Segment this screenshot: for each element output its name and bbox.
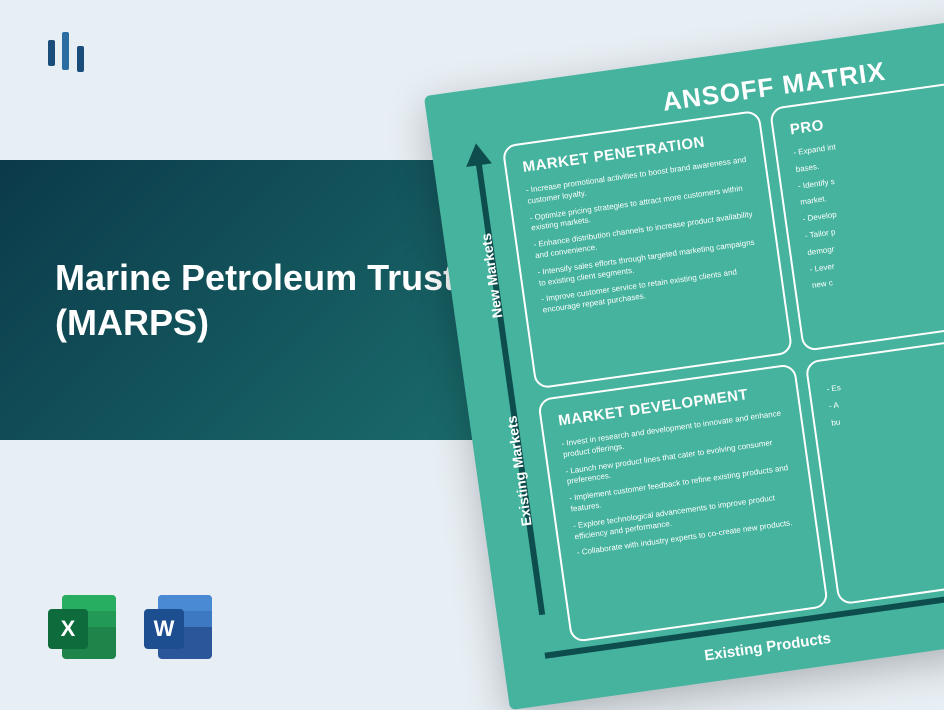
logo-bar-1 <box>48 40 55 66</box>
cell-diversification: - Es - A bu <box>805 326 944 606</box>
ansoff-matrix-card: ANSOFF MATRIX New Markets Existing Marke… <box>424 10 944 710</box>
word-icon: W <box>144 591 216 663</box>
logo-icon <box>48 32 87 72</box>
page-title: Marine Petroleum Trust (MARPS) <box>55 255 480 345</box>
cell-market-development: MARKET DEVELOPMENT - Invest in research … <box>537 363 829 643</box>
matrix-grid: MARKET PENETRATION - Increase promotiona… <box>502 72 944 643</box>
logo-bar-3 <box>77 46 84 72</box>
logo-bar-2 <box>62 32 69 70</box>
x-axis-label-existing-products: Existing Products <box>703 630 832 665</box>
title-band: Marine Petroleum Trust (MARPS) <box>0 160 480 440</box>
excel-letter: X <box>48 609 88 649</box>
file-icons-row: X W <box>48 591 216 663</box>
cell-product-development: PRO - Expand int bases. - Identify s mar… <box>769 72 944 352</box>
cell-market-penetration: MARKET PENETRATION - Increase promotiona… <box>502 110 794 390</box>
excel-icon: X <box>48 591 120 663</box>
word-letter: W <box>144 609 184 649</box>
ansoff-matrix: ANSOFF MATRIX New Markets Existing Marke… <box>424 10 944 710</box>
y-axis-label-new-markets: New Markets <box>478 232 506 319</box>
y-axis-label-existing-markets: Existing Markets <box>503 415 534 527</box>
